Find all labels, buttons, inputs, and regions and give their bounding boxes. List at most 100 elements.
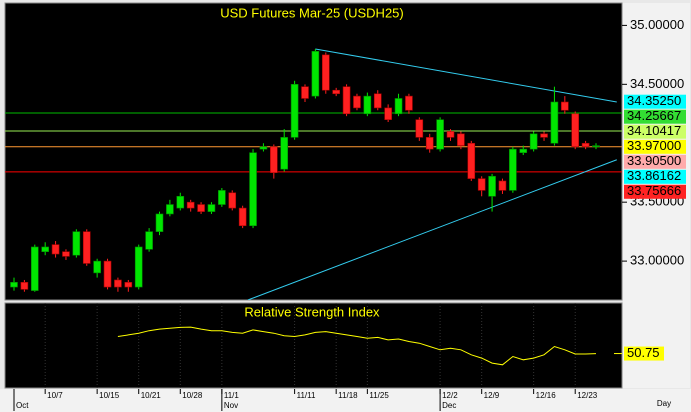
candle-body bbox=[446, 131, 455, 138]
x-tick-label: 12/9 bbox=[484, 391, 500, 400]
x-tick-label: 11/11 bbox=[297, 391, 316, 400]
level-label: 33.86162 bbox=[627, 168, 681, 183]
y-tick-label: 33.00000 bbox=[630, 253, 684, 268]
candle-body bbox=[301, 86, 309, 99]
candle-body bbox=[41, 246, 49, 252]
candle-body bbox=[207, 204, 216, 212]
candle-body bbox=[384, 107, 392, 120]
level-label-bg bbox=[624, 169, 686, 184]
level-label: 33.75666 bbox=[627, 183, 681, 198]
candle-body bbox=[311, 51, 320, 97]
candle-body bbox=[62, 251, 70, 257]
month-label: Oct bbox=[16, 401, 29, 410]
candle-body bbox=[425, 137, 434, 150]
candle-body bbox=[540, 133, 548, 138]
candle-body bbox=[82, 231, 91, 264]
level-label: 33.97000 bbox=[627, 138, 681, 153]
level-label-bg bbox=[624, 94, 686, 109]
candle-body bbox=[103, 260, 112, 288]
candle-body bbox=[218, 190, 226, 205]
candle-body bbox=[332, 89, 340, 95]
x-tick-label: 10/21 bbox=[141, 391, 162, 400]
candle-body bbox=[592, 145, 600, 148]
level-label: 34.10417 bbox=[627, 123, 681, 138]
candle-body bbox=[529, 133, 538, 150]
trendline bbox=[247, 159, 617, 300]
candle-body bbox=[394, 98, 403, 115]
month-label: Dec bbox=[442, 401, 456, 410]
candle-body bbox=[124, 282, 133, 288]
level-label-bg bbox=[624, 124, 686, 139]
x-tick-label: 12/2 bbox=[442, 391, 458, 400]
rsi-panel bbox=[4, 302, 623, 389]
date-axis bbox=[0, 389, 691, 412]
candle-body bbox=[290, 84, 299, 138]
candle-body bbox=[581, 142, 590, 148]
candle-body bbox=[166, 204, 174, 215]
y-tick-label: 34.50000 bbox=[630, 76, 684, 91]
candle-body bbox=[488, 175, 496, 197]
candle-body bbox=[249, 152, 257, 227]
candle-body bbox=[550, 101, 559, 144]
chart-title: USD Futures Mar-25 (USDH25) bbox=[220, 5, 404, 20]
candle-body bbox=[93, 260, 101, 274]
candle-body bbox=[571, 113, 580, 148]
candle-body bbox=[134, 246, 143, 288]
candle-body bbox=[155, 213, 164, 232]
candle-body bbox=[477, 178, 486, 191]
x-tick-label: 12/16 bbox=[536, 391, 557, 400]
candle-body bbox=[30, 246, 39, 291]
x-tick-label: 10/15 bbox=[99, 391, 120, 400]
candle-body bbox=[415, 119, 424, 138]
rsi-plot bbox=[44, 303, 597, 388]
candle-body bbox=[373, 93, 382, 109]
y-tick-label: 35.00000 bbox=[630, 17, 684, 32]
candle-body bbox=[467, 142, 476, 179]
x-axis-label: Day bbox=[657, 399, 671, 408]
candle-body bbox=[51, 244, 60, 255]
level-label: 33.90500 bbox=[627, 153, 681, 168]
candle-body bbox=[457, 133, 465, 146]
price-plot bbox=[5, 48, 622, 300]
x-tick-label: 10/28 bbox=[182, 391, 203, 400]
candle-body bbox=[498, 180, 507, 191]
candle-body bbox=[228, 192, 237, 209]
candle-body bbox=[238, 207, 247, 227]
price-panel bbox=[4, 2, 623, 301]
candle-body bbox=[186, 201, 195, 209]
x-tick-label: 12/23 bbox=[577, 391, 598, 400]
rsi-line bbox=[117, 326, 597, 366]
candle-body bbox=[405, 95, 413, 111]
candle-body bbox=[561, 101, 569, 111]
level-label-bg bbox=[624, 184, 686, 199]
candle-body bbox=[270, 146, 278, 174]
candle-body bbox=[259, 146, 268, 150]
level-label-bg bbox=[624, 154, 686, 169]
x-tick-label: 11/1 bbox=[224, 391, 240, 400]
candle-body bbox=[145, 231, 153, 250]
candle-body bbox=[363, 95, 372, 115]
rsi-label: 50.75 bbox=[627, 345, 660, 360]
x-tick-label: 11/25 bbox=[369, 391, 389, 400]
candle-body bbox=[10, 282, 18, 288]
candle-body bbox=[280, 137, 289, 170]
candle-body bbox=[519, 148, 528, 153]
candle-body bbox=[342, 86, 351, 115]
trendline bbox=[315, 48, 617, 103]
candle-body bbox=[509, 148, 517, 191]
x-tick-label: 10/7 bbox=[47, 391, 63, 400]
candle-body bbox=[321, 54, 330, 91]
x-tick-label: 11/18 bbox=[338, 391, 358, 400]
month-label: Nov bbox=[224, 401, 238, 410]
candle-body bbox=[436, 119, 444, 150]
candle-body bbox=[114, 279, 122, 288]
candle-body bbox=[353, 95, 361, 109]
level-label-bg bbox=[624, 139, 686, 154]
level-label: 34.35250 bbox=[627, 93, 681, 108]
candle-body bbox=[72, 231, 81, 256]
rsi-title: Relative Strength Index bbox=[244, 304, 380, 319]
level-label: 34.25667 bbox=[627, 108, 681, 123]
candle-body bbox=[20, 282, 29, 290]
candle-body bbox=[176, 195, 185, 209]
